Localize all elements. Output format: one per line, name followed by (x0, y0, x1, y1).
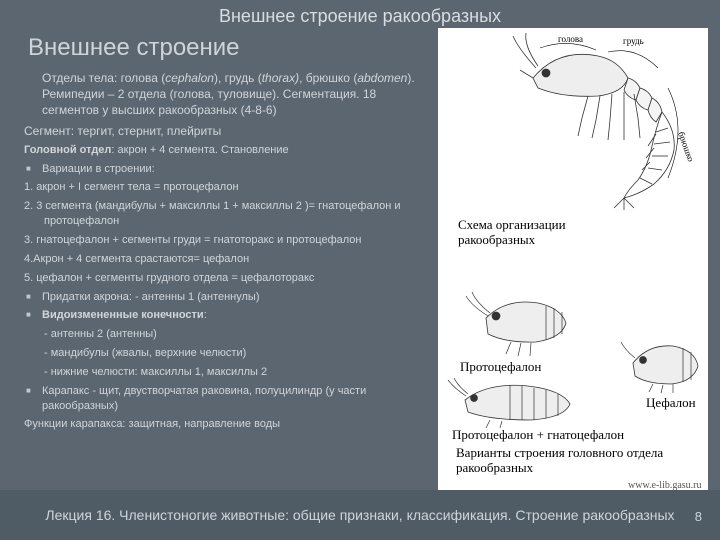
slide-title: Внешнее строение ракообразных (0, 6, 720, 27)
t: : акрон + 4 сегмента. Становление (111, 144, 288, 156)
n3: 3. гнатоцефалон + сегменты груди = гнато… (44, 233, 424, 248)
t: ), грудь ( (214, 71, 262, 85)
label-cephalon: Цефалон (646, 396, 696, 411)
label-protocephalon: Протоцефалон (460, 360, 541, 375)
body-text: Отделы тела: голова (cephalon), грудь (t… (24, 70, 424, 436)
cephalon-illustration (623, 338, 703, 393)
label-proto-gnato: Протоцефалон + гнатоцефалон (452, 428, 624, 443)
t: cephalon (165, 71, 214, 85)
bullet-list-1: Вариации в строении: (24, 162, 424, 177)
n1: 1. акрон + I сегмент тела = протоцефалон (24, 180, 424, 195)
t: , брюшко ( (299, 71, 357, 85)
figure-panel: голова грудь брюшко Схема организации ра… (438, 28, 708, 494)
n5: 5. цефалон + сегменты грудного отдела = … (24, 271, 424, 286)
caption-scheme: Схема организации ракообразных (458, 218, 588, 248)
head-section: Головной отдел: акрон + 4 сегмента. Стан… (24, 143, 424, 158)
mod1: - антенны 2 (антенны) (44, 327, 424, 342)
segment-line: Сегмент: тергит, стернит, плейриты (24, 123, 424, 139)
list-item: Вариации в строении: (24, 162, 424, 177)
t: Отделы тела: голова ( (42, 71, 165, 85)
t: Головной отдел (24, 144, 111, 156)
label-grud: грудь (623, 36, 644, 46)
n2: 2. 3 сегмента (мандибулы + максиллы 1 + … (44, 199, 424, 229)
t: Видоизмененные конечности (42, 309, 204, 321)
caption-variants: Варианты строения головного отдела ракоо… (456, 446, 686, 476)
list-item: Видоизмененные конечности: (24, 308, 424, 323)
slide: Внешнее строение ракообразных Внешнее ст… (0, 0, 720, 540)
slide-subtitle: Внешнее строение (28, 34, 240, 62)
t: thorax) (262, 71, 299, 85)
intro-paragraph: Отделы тела: голова (cephalon), грудь (t… (42, 70, 424, 119)
list-item: Карапакс - щит, двустворчатая раковина, … (24, 384, 424, 414)
bullet-list-3: Карапакс - щит, двустворчатая раковина, … (24, 384, 424, 414)
shrimp-illustration: голова грудь брюшко (528, 38, 698, 208)
footer-text: Лекция 16. Членистоногие животные: общие… (45, 506, 674, 525)
n4: 4.Акрон + 4 сегмента срастаются= цефалон (24, 252, 424, 267)
proto-gnato-illustration (450, 378, 580, 428)
label-bryushko: брюшко (676, 130, 696, 163)
bullet-list-2: Придатки акрона: - антенны 1 (антеннулы)… (24, 290, 424, 324)
page-number: 8 (695, 509, 702, 524)
mod2: - мандибулы (жвалы, верхние челюсти) (44, 346, 424, 361)
mod3: - нижние челюсти: максиллы 1, максиллы 2 (44, 365, 424, 380)
label-golova: голова (558, 34, 583, 44)
list-item: Придатки акрона: - антенны 1 (антеннулы) (24, 290, 424, 305)
t: abdomen (357, 71, 407, 85)
protocephalon-illustration (466, 288, 576, 358)
func: Функции карапакса: защитная, направление… (24, 417, 424, 432)
t: : (204, 309, 207, 321)
footer-band: Лекция 16. Членистоногие животные: общие… (0, 490, 720, 540)
